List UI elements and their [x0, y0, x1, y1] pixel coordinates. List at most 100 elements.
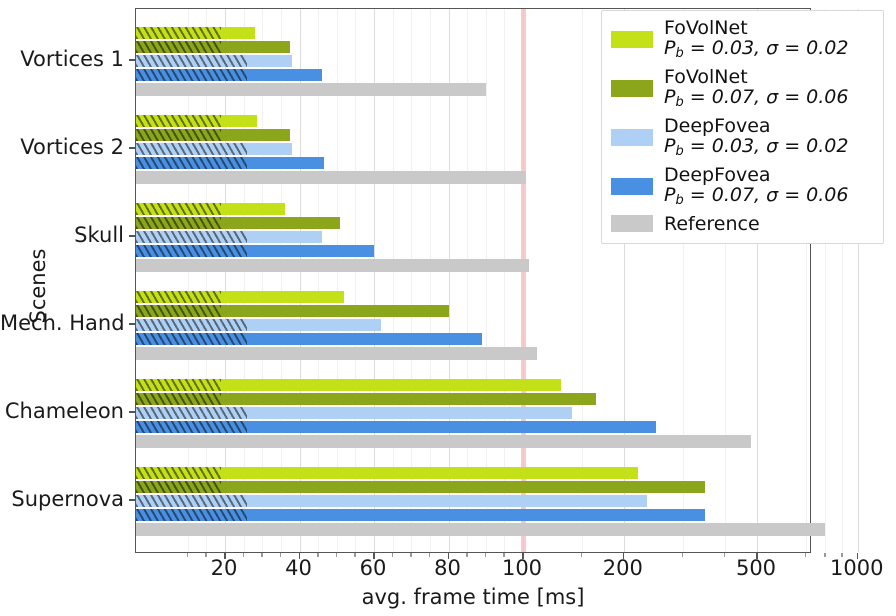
y-axis-label-supernova: Supernova: [11, 487, 124, 511]
legend-label: FoVolNet: [664, 17, 748, 39]
x-tick-mark-minor: [804, 553, 807, 557]
bar-supernova-s2: [136, 495, 648, 507]
bar-mech-hand-s3: [136, 333, 483, 345]
bar-solid: [136, 83, 486, 96]
y-axis-label-vortices-2: Vortices 2: [20, 135, 124, 159]
gridline-minor: [581, 9, 583, 552]
bar-vortices-2-s4: [136, 171, 526, 184]
legend: FoVolNet Pb = 0.03, σ = 0.02 FoVolNet Pb…: [601, 10, 884, 244]
bar-overhead-hatch: [136, 291, 222, 303]
bar-solid: [136, 509, 706, 521]
bar-overhead-hatch: [136, 319, 248, 331]
gridline-major: [225, 9, 226, 552]
bar-chameleon-s0: [136, 379, 562, 391]
x-tick-mark: [522, 553, 524, 559]
bar-skull-s3: [136, 245, 374, 257]
gridline-minor: [485, 9, 487, 552]
x-tick-mark: [756, 553, 758, 559]
bar-mech-hand-s0: [136, 291, 345, 303]
gridline-minor: [504, 9, 506, 552]
legend-label: FoVolNet: [664, 65, 748, 88]
x-tick-mark: [224, 553, 226, 559]
x-tick-mark: [622, 553, 625, 559]
bar-vortices-2-s3: [136, 157, 324, 169]
bar-overhead-hatch: [136, 421, 248, 433]
x-tick-mark-minor: [503, 553, 505, 557]
bar-supernova-s4: [136, 523, 826, 536]
bar-overhead-hatch: [136, 157, 248, 169]
x-axis-tick-100: 100: [501, 556, 543, 580]
x-tick-mark-minor: [723, 553, 726, 557]
bar-overhead-hatch: [136, 407, 248, 419]
bar-overhead-hatch: [136, 217, 222, 229]
y-axis-label-skull: Skull: [74, 223, 124, 247]
bar-vortices-1-s0: [136, 27, 255, 39]
bar-vortices-1-s1: [136, 41, 291, 53]
bar-chameleon-s4: [136, 435, 752, 448]
bar-overhead-hatch: [136, 245, 248, 257]
bar-overhead-hatch: [136, 495, 248, 507]
x-tick-mark-minor: [428, 553, 431, 557]
bar-overhead-hatch: [136, 115, 222, 127]
bar-overhead-hatch: [136, 481, 222, 493]
x-tick-mark: [373, 553, 375, 559]
legend-swatch-fovolnet-007: [611, 79, 653, 97]
x-axis-tick-500: 500: [735, 556, 777, 580]
bar-skull-s0: [136, 203, 285, 215]
bar-solid: [136, 379, 562, 391]
x-tick-mark-minor: [261, 553, 263, 557]
bar-overhead-hatch: [136, 333, 248, 345]
y-tick-mark: [129, 235, 135, 237]
x-axis-tick-20: 20: [210, 556, 238, 580]
bar-overhead-hatch: [136, 143, 248, 155]
gridline-minor: [724, 9, 726, 552]
legend-swatch-deepfovea-003: [611, 128, 653, 146]
legend-label: Reference: [664, 212, 760, 235]
bar-solid: [136, 393, 596, 405]
x-tick-mark-minor: [841, 553, 843, 557]
x-axis-tick-80: 80: [434, 556, 461, 580]
x-tick-mark-minor: [580, 553, 583, 557]
y-tick-mark: [129, 499, 135, 501]
gridline-major: [623, 9, 625, 552]
legend-item[interactable]: FoVolNet Pb = 0.03, σ = 0.02: [611, 18, 874, 61]
bar-overhead-hatch: [136, 231, 248, 243]
bar-overhead-hatch: [136, 55, 248, 67]
gridline-minor: [842, 9, 844, 552]
bar-skull-s1: [136, 217, 341, 229]
bar-overhead-hatch: [136, 69, 248, 81]
y-tick-mark: [129, 323, 135, 325]
bar-vortices-1-s4: [136, 83, 486, 96]
gridline-minor: [243, 9, 245, 552]
x-tick-mark-minor: [354, 553, 356, 557]
bar-vortices-2-s0: [136, 115, 257, 127]
bar-solid: [136, 481, 706, 493]
x-tick-mark-minor: [335, 553, 338, 557]
bar-overhead-hatch: [136, 393, 222, 405]
legend-item[interactable]: FoVolNet Pb = 0.07, σ = 0.06: [611, 67, 874, 110]
legend-swatch-deepfovea-007: [611, 177, 653, 195]
legend-item[interactable]: Reference: [611, 212, 874, 235]
x-axis-tick-40: 40: [285, 556, 312, 580]
gridline-minor: [467, 9, 469, 552]
x-tick-mark: [447, 553, 449, 559]
gridline-major: [757, 9, 758, 552]
bar-solid: [136, 467, 638, 479]
bar-solid: [136, 435, 752, 448]
x-tick-mark-minor: [484, 553, 487, 557]
x-axis-tick-60: 60: [359, 556, 387, 580]
y-axis-label-vortices-1: Vortices 1: [20, 47, 124, 71]
bar-mech-hand-s2: [136, 319, 382, 331]
y-axis-label-chameleon: Chameleon: [4, 399, 124, 423]
legend-item[interactable]: DeepFovea Pb = 0.03, σ = 0.02: [611, 116, 874, 159]
bar-vortices-2-s1: [136, 129, 291, 141]
bar-chameleon-s1: [136, 393, 596, 405]
legend-item[interactable]: DeepFovea Pb = 0.07, σ = 0.06: [611, 165, 874, 208]
x-tick-mark-minor: [466, 553, 468, 557]
bar-overhead-hatch: [136, 203, 222, 215]
bar-overhead-hatch: [136, 509, 248, 521]
x-tick-mark: [856, 553, 859, 559]
bar-skull-s2: [136, 231, 322, 243]
bar-solid: [136, 421, 657, 433]
bar-overhead-hatch: [136, 467, 222, 479]
